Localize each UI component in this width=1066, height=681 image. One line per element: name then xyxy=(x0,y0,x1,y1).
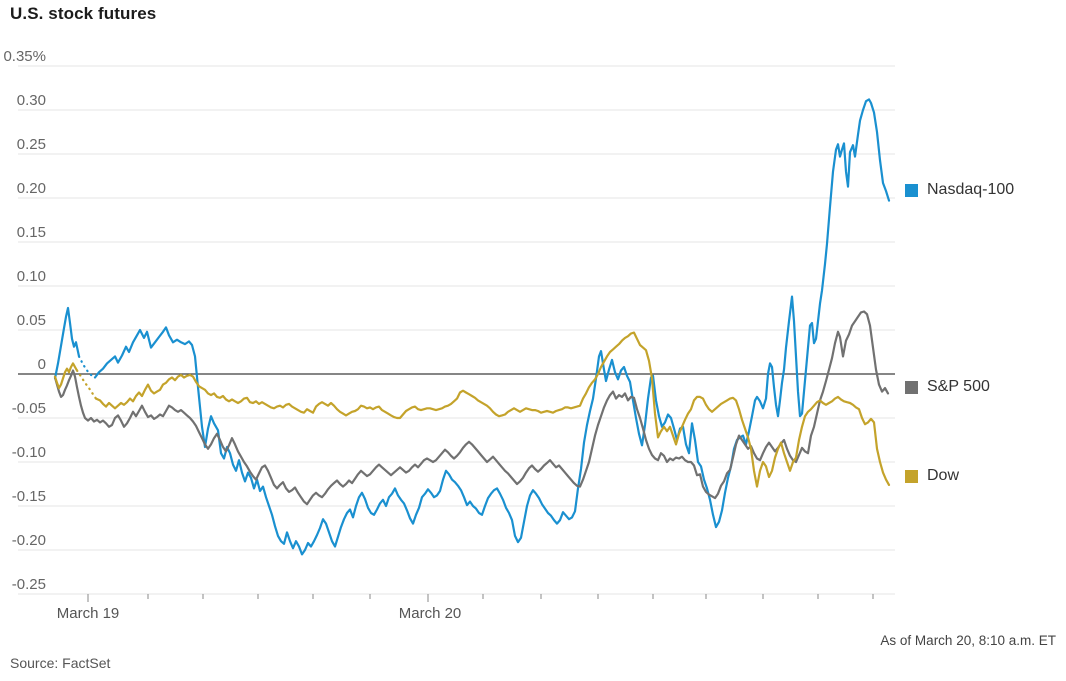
legend-item-nasdaq: Nasdaq-100 xyxy=(905,181,1014,199)
y-tick-label: 0.10 xyxy=(17,268,46,285)
y-tick-label: 0.05 xyxy=(17,312,46,329)
y-tick-label: -0.05 xyxy=(12,400,46,417)
y-tick-label: -0.20 xyxy=(12,532,46,549)
y-tick-label: 0.25 xyxy=(17,136,46,153)
y-tick-label: -0.10 xyxy=(12,444,46,461)
nasdaq-line-dotted xyxy=(77,355,97,379)
y-tick-label: -0.15 xyxy=(12,488,46,505)
as-of-timestamp: As of March 20, 8:10 a.m. ET xyxy=(880,633,1056,648)
nasdaq-line xyxy=(53,306,81,380)
sp500-line xyxy=(53,310,890,506)
y-tick-label: 0.20 xyxy=(17,180,46,197)
dow-line xyxy=(94,331,891,488)
y-tick-label: 0.30 xyxy=(17,92,46,109)
nasdaq-legend-swatch xyxy=(905,183,918,197)
dow-line-dotted xyxy=(75,369,98,400)
x-axis-label: March 19 xyxy=(57,605,120,622)
y-tick-label: -0.25 xyxy=(12,576,46,593)
sp500-legend-swatch xyxy=(905,380,918,394)
source-attribution: Source: FactSet xyxy=(10,655,111,671)
sp500-legend-label: S&P 500 xyxy=(927,378,990,395)
y-tick-label: 0.15 xyxy=(17,224,46,241)
legend-item-dow: Dow xyxy=(905,467,959,485)
legend-item-sp500: S&P 500 xyxy=(905,378,990,396)
y-tick-label: 0 xyxy=(38,356,46,373)
dow-line xyxy=(53,362,79,390)
nasdaq-line xyxy=(93,98,891,556)
page-title: U.S. stock futures xyxy=(10,4,157,23)
x-axis-label: March 20 xyxy=(399,605,462,622)
dow-legend-label: Dow xyxy=(927,467,960,484)
nasdaq-legend-label: Nasdaq-100 xyxy=(927,181,1015,198)
y-tick-label: 0.35% xyxy=(3,48,46,65)
dow-legend-swatch xyxy=(905,469,918,483)
